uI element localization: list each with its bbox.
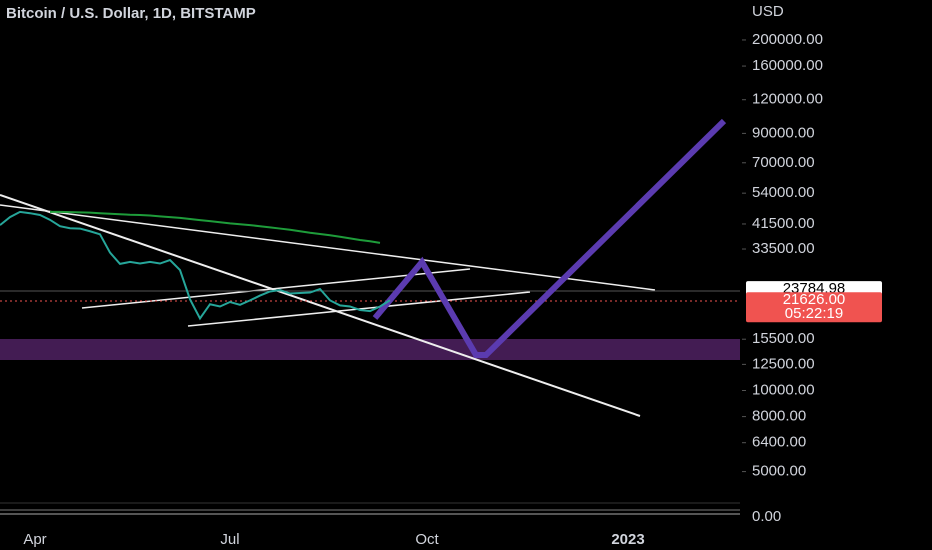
y-tick-label: 120000.00 <box>752 91 823 108</box>
y-tick-label: 0.00 <box>752 508 781 525</box>
price-tag <box>746 292 882 323</box>
price-series <box>0 210 391 321</box>
y-tick-label: 41500.00 <box>752 215 815 232</box>
price-tag-label: 21626.00 <box>783 291 846 308</box>
y-tick-label: 15500.00 <box>752 330 815 347</box>
y-tick-label: 6400.00 <box>752 434 806 451</box>
currency: USD <box>752 3 784 20</box>
y-tick-label: 12500.00 <box>752 355 815 372</box>
projection-path <box>372 118 727 358</box>
y-tick-label: 200000.00 <box>752 31 823 48</box>
trendline <box>0 204 656 291</box>
trendline <box>0 194 641 417</box>
support-zone <box>0 339 740 360</box>
y-tick-label: 70000.00 <box>752 154 815 171</box>
y-tick-label: 10000.00 <box>752 381 815 398</box>
y-tick-label: 8000.00 <box>752 408 806 425</box>
x-tick-label: Oct <box>415 531 439 548</box>
y-tick-label: 5000.00 <box>752 463 806 480</box>
price-series <box>50 210 381 244</box>
y-tick-label: 90000.00 <box>752 124 815 141</box>
x-tick-label: 2023 <box>611 531 644 548</box>
y-tick-label: 33500.00 <box>752 240 815 257</box>
x-tick-label: Apr <box>23 531 46 548</box>
x-tick-label: Jul <box>220 531 239 548</box>
chart-title: Bitcoin / U.S. Dollar, 1D, BITSTAMP <box>6 5 256 22</box>
y-tick-label: 160000.00 <box>752 57 823 74</box>
y-tick-label: 54000.00 <box>752 184 815 201</box>
countdown: 05:22:19 <box>785 305 843 322</box>
